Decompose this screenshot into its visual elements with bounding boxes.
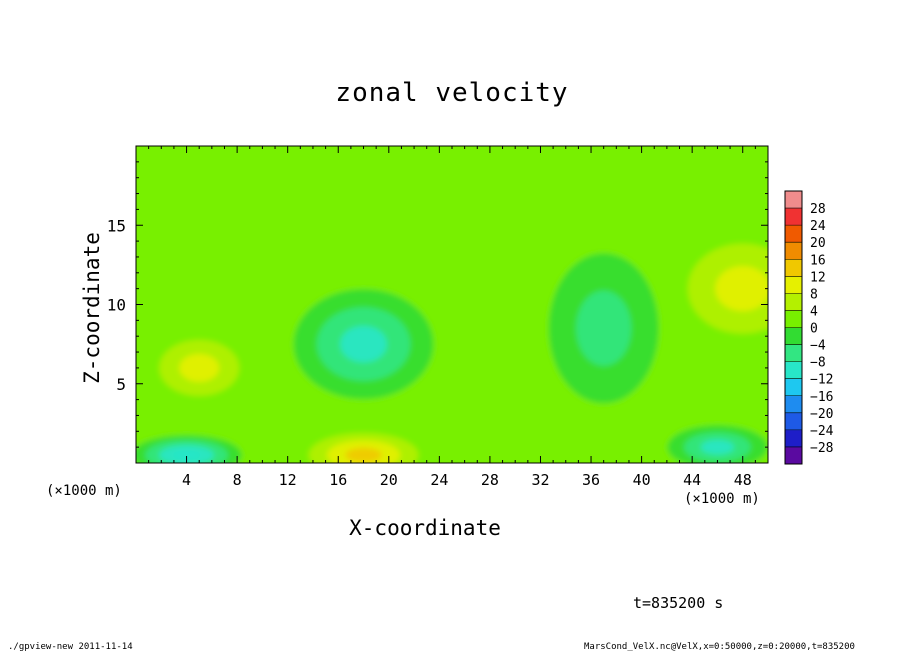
x-axis-label: X-coordinate <box>349 516 501 540</box>
field-contour <box>179 353 220 382</box>
y-axis-ticks: 5 10 15 <box>107 161 768 448</box>
y-tick-label: 15 <box>107 216 126 235</box>
field-contour <box>715 266 768 312</box>
colorbar-label: −16 <box>810 390 833 405</box>
heatmap-blobs <box>136 146 768 463</box>
colorbar-segment <box>785 361 802 379</box>
footer-program-date: ./gpview-new 2011-11-14 <box>8 642 133 652</box>
x-tick-label: 44 <box>683 471 701 489</box>
colorbar-label: 8 <box>810 287 818 302</box>
colorbar-label: 20 <box>810 236 826 251</box>
x-tick-label: 32 <box>531 471 549 489</box>
field-background <box>136 146 768 463</box>
colorbar-label: −20 <box>810 407 833 422</box>
colorbar-segment <box>785 276 802 294</box>
x-tick-label: 48 <box>734 471 752 489</box>
y-axis-label: Z-coordinate <box>80 232 104 384</box>
colorbar-segment <box>785 310 802 328</box>
field-contour <box>576 290 632 366</box>
colorbar-segment <box>785 395 802 414</box>
field-contour <box>172 450 201 461</box>
heatmap-field <box>136 146 768 463</box>
colorbar-segment <box>785 293 802 311</box>
colorbar-label: 28 <box>810 202 826 217</box>
colorbar-segment <box>785 225 802 243</box>
colorbar-label: 4 <box>810 304 818 319</box>
colorbar: 28 24 20 16 12 8 4 0 −4 −8 −12 −16 −20 −24 −28 <box>784 190 834 465</box>
colorbar-segment <box>785 429 802 448</box>
colorbar-segment <box>785 378 802 397</box>
x-tick-label: 12 <box>279 471 297 489</box>
colorbar-segment <box>785 242 802 260</box>
colorbar-segment <box>785 446 802 465</box>
x-tick-label: 4 <box>182 471 191 489</box>
field-contour <box>345 447 382 463</box>
x-axis-ticks: 4 8 12 16 20 24 28 32 36 40 44 48 <box>148 146 756 489</box>
colorbar-label: −4 <box>810 339 826 354</box>
x-tick-label: 40 <box>633 471 651 489</box>
y-tick-label: 10 <box>107 296 126 315</box>
colorbar-label: 0 <box>810 322 818 337</box>
x-axis-unit-left: (×1000 m) <box>46 483 122 499</box>
x-axis-unit-right: (×1000 m) <box>684 491 760 507</box>
colorbar-segment <box>785 259 802 277</box>
colorbar-label: −12 <box>810 373 833 388</box>
colorbar-segment <box>785 344 802 362</box>
x-tick-label: 36 <box>582 471 600 489</box>
colorbar-segment <box>785 412 802 431</box>
colorbar-label: −28 <box>810 441 833 456</box>
time-annotation: t=835200 s <box>633 594 724 612</box>
x-tick-label: 20 <box>380 471 398 489</box>
colorbar-label: 12 <box>810 270 826 285</box>
chart-title: zonal velocity <box>335 78 569 108</box>
colorbar-label: 24 <box>810 219 826 234</box>
colorbar-label: −8 <box>810 356 826 371</box>
field-contour <box>700 439 735 455</box>
x-tick-label: 8 <box>233 471 242 489</box>
colorbar-label: 16 <box>810 253 826 268</box>
y-tick-label: 5 <box>116 375 126 394</box>
x-tick-label: 28 <box>481 471 499 489</box>
colorbar-segment <box>785 191 802 209</box>
x-tick-label: 16 <box>329 471 347 489</box>
field-contour <box>340 325 387 363</box>
colorbar-segment <box>785 327 802 345</box>
x-tick-label: 24 <box>430 471 448 489</box>
footer-data-source: MarsCond_VelX.nc@VelX,x=0:50000,z=0:2000… <box>584 642 855 652</box>
colorbar-segment <box>785 208 802 226</box>
colorbar-label: −24 <box>810 424 834 439</box>
